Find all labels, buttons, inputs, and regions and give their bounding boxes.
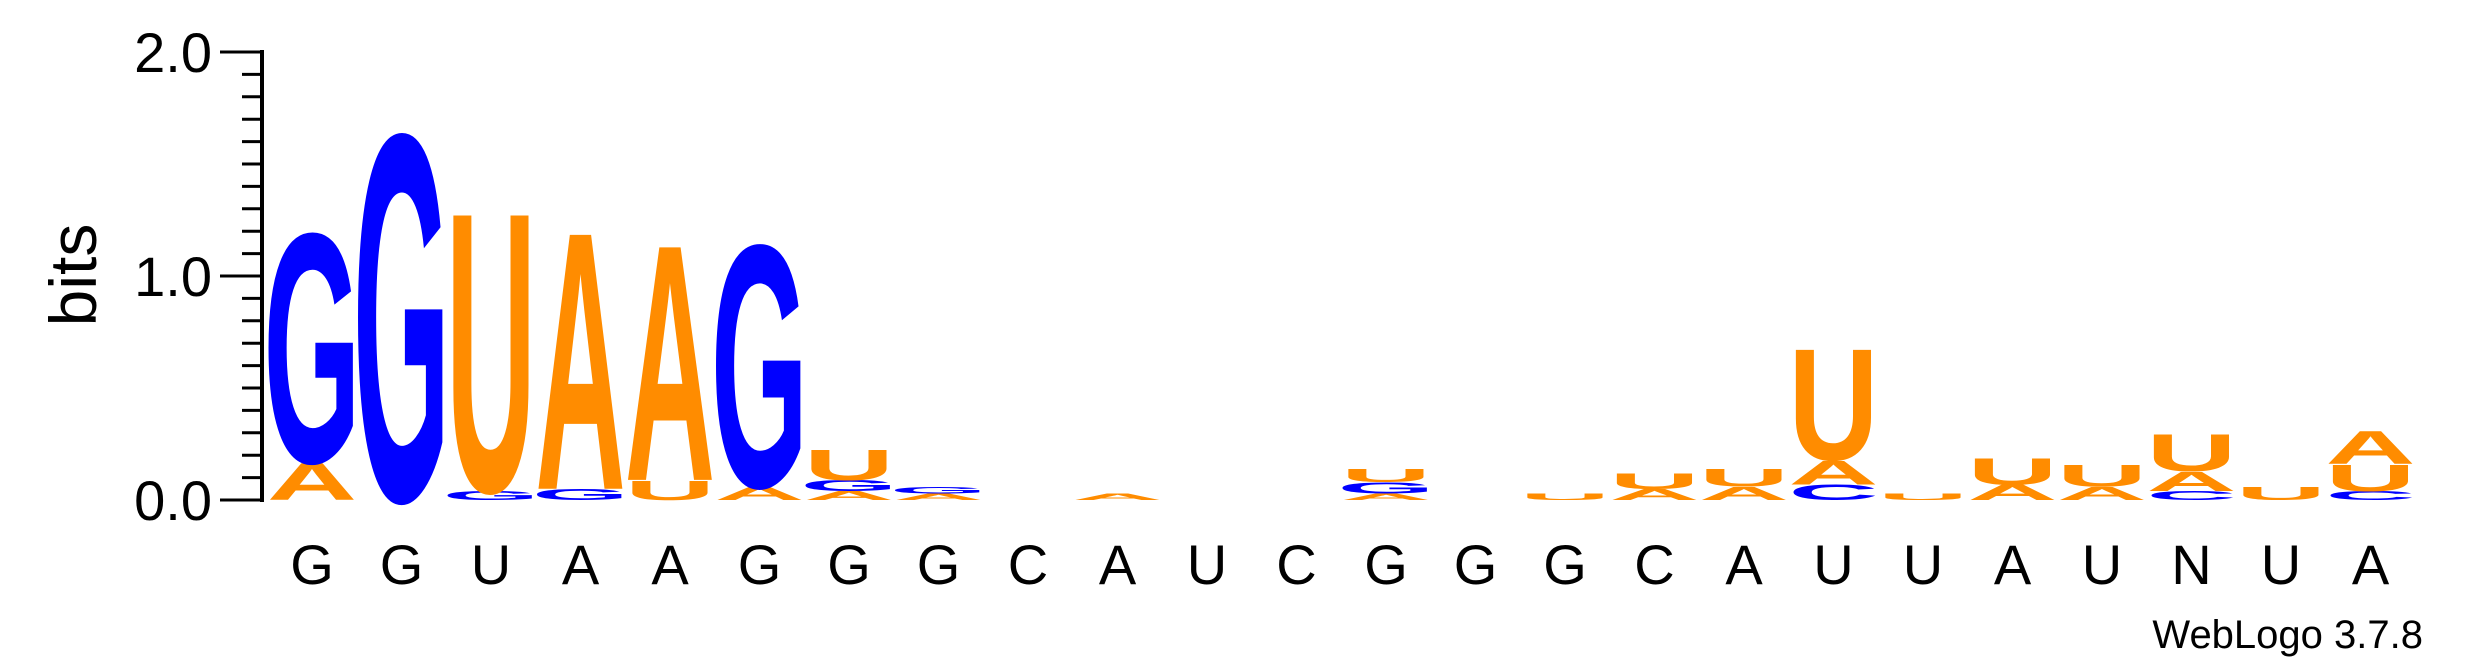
logo-glyph-u: U	[1341, 465, 1431, 486]
logo-glyph-a: A	[2146, 466, 2236, 497]
logo-glyph-g: G	[532, 486, 629, 504]
logo-glyph-a: A	[1967, 480, 2057, 504]
x-tick-label: A	[1994, 533, 2032, 596]
x-tick-label: A	[2352, 533, 2390, 596]
logo-glyph-c: C	[2146, 489, 2236, 503]
x-tick-label: G	[917, 533, 961, 596]
logo-glyph-u: U	[2325, 457, 2415, 499]
x-tick-label: G	[1364, 533, 1408, 596]
y-tick-label: 0.0	[134, 469, 212, 532]
logo-glyph-u: U	[1699, 464, 1789, 492]
logo-glyph-u: U	[2236, 483, 2326, 504]
x-tick-label: U	[2082, 533, 2122, 596]
logo-glyph-a: A	[625, 173, 715, 551]
logo-glyph-a: A	[893, 492, 983, 502]
x-tick-label: U	[471, 533, 511, 596]
logo-glyph-g: G	[890, 485, 987, 495]
logo-glyph-a: A	[267, 452, 357, 511]
weblogo-credit: WebLogo 3.7.8	[2152, 613, 2423, 657]
logo-glyph-c: C	[2325, 489, 2415, 503]
logo-glyph-u: U	[446, 128, 536, 576]
x-tick-label: U	[1187, 533, 1227, 596]
logo-glyph-a: A	[1609, 486, 1699, 504]
x-tick-label: G	[290, 533, 334, 596]
x-tick-label: G	[827, 533, 871, 596]
logo-glyph-u: U	[2057, 459, 2147, 494]
logo-glyph-u: U	[625, 475, 715, 506]
logo-glyph-a: A	[1788, 454, 1878, 492]
x-tick-label: N	[2171, 533, 2211, 596]
logo-glyph-g: G	[1337, 479, 1434, 497]
logo-glyph-a: A	[535, 157, 625, 568]
x-tick-label: C	[1008, 533, 1048, 596]
y-axis: 0.0 1.0 2.0	[134, 21, 264, 532]
y-axis-label: bits	[36, 224, 110, 327]
x-tick-label: G	[1454, 533, 1498, 596]
x-tick-label: G	[380, 533, 424, 596]
x-tick-label: A	[651, 533, 689, 596]
y-tick-label: 2.0	[134, 21, 212, 84]
x-tick-label: U	[2261, 533, 2301, 596]
logo-glyph-a: A	[1699, 483, 1789, 504]
logo-glyph-u: U	[1609, 469, 1699, 493]
logo-glyph-c: C	[1788, 480, 1878, 504]
logo-glyph-a: A	[2057, 483, 2147, 504]
logo-glyph-a: A	[714, 483, 804, 504]
x-tick-label: C	[1634, 533, 1674, 596]
x-tick-label: A	[562, 533, 600, 596]
y-tick-label: 1.0	[134, 245, 212, 308]
logo-glyph-u: U	[2146, 423, 2236, 482]
logo-glyph-a: A	[1072, 492, 1162, 502]
x-tick-label: A	[1099, 533, 1137, 596]
logo-glyph-u: U	[804, 440, 894, 489]
x-tick-label: A	[1725, 533, 1763, 596]
x-tick-label: G	[738, 533, 782, 596]
logo-glyph-a: A	[2325, 422, 2415, 474]
logo-glyph-g: G	[353, 24, 450, 611]
x-tick-label: U	[1813, 533, 1853, 596]
logo-glyph-u: U	[1878, 492, 1968, 502]
x-tick-label: G	[1543, 533, 1587, 596]
logo-glyph-g: G	[800, 477, 897, 495]
logo-glyph-a: A	[804, 489, 894, 503]
logo-glyph-g: G	[263, 165, 360, 532]
logo-glyph-g: G	[442, 489, 539, 503]
logo-glyph-u: U	[1788, 316, 1878, 494]
logo-glyph-a: A	[1341, 492, 1431, 502]
logo-glyph-g: G	[711, 174, 808, 561]
logo-glyph-u: U	[1520, 492, 1610, 502]
logo-glyph-u: U	[1967, 450, 2057, 492]
x-tick-label: U	[1903, 533, 1943, 596]
x-tick-label: C	[1276, 533, 1316, 596]
